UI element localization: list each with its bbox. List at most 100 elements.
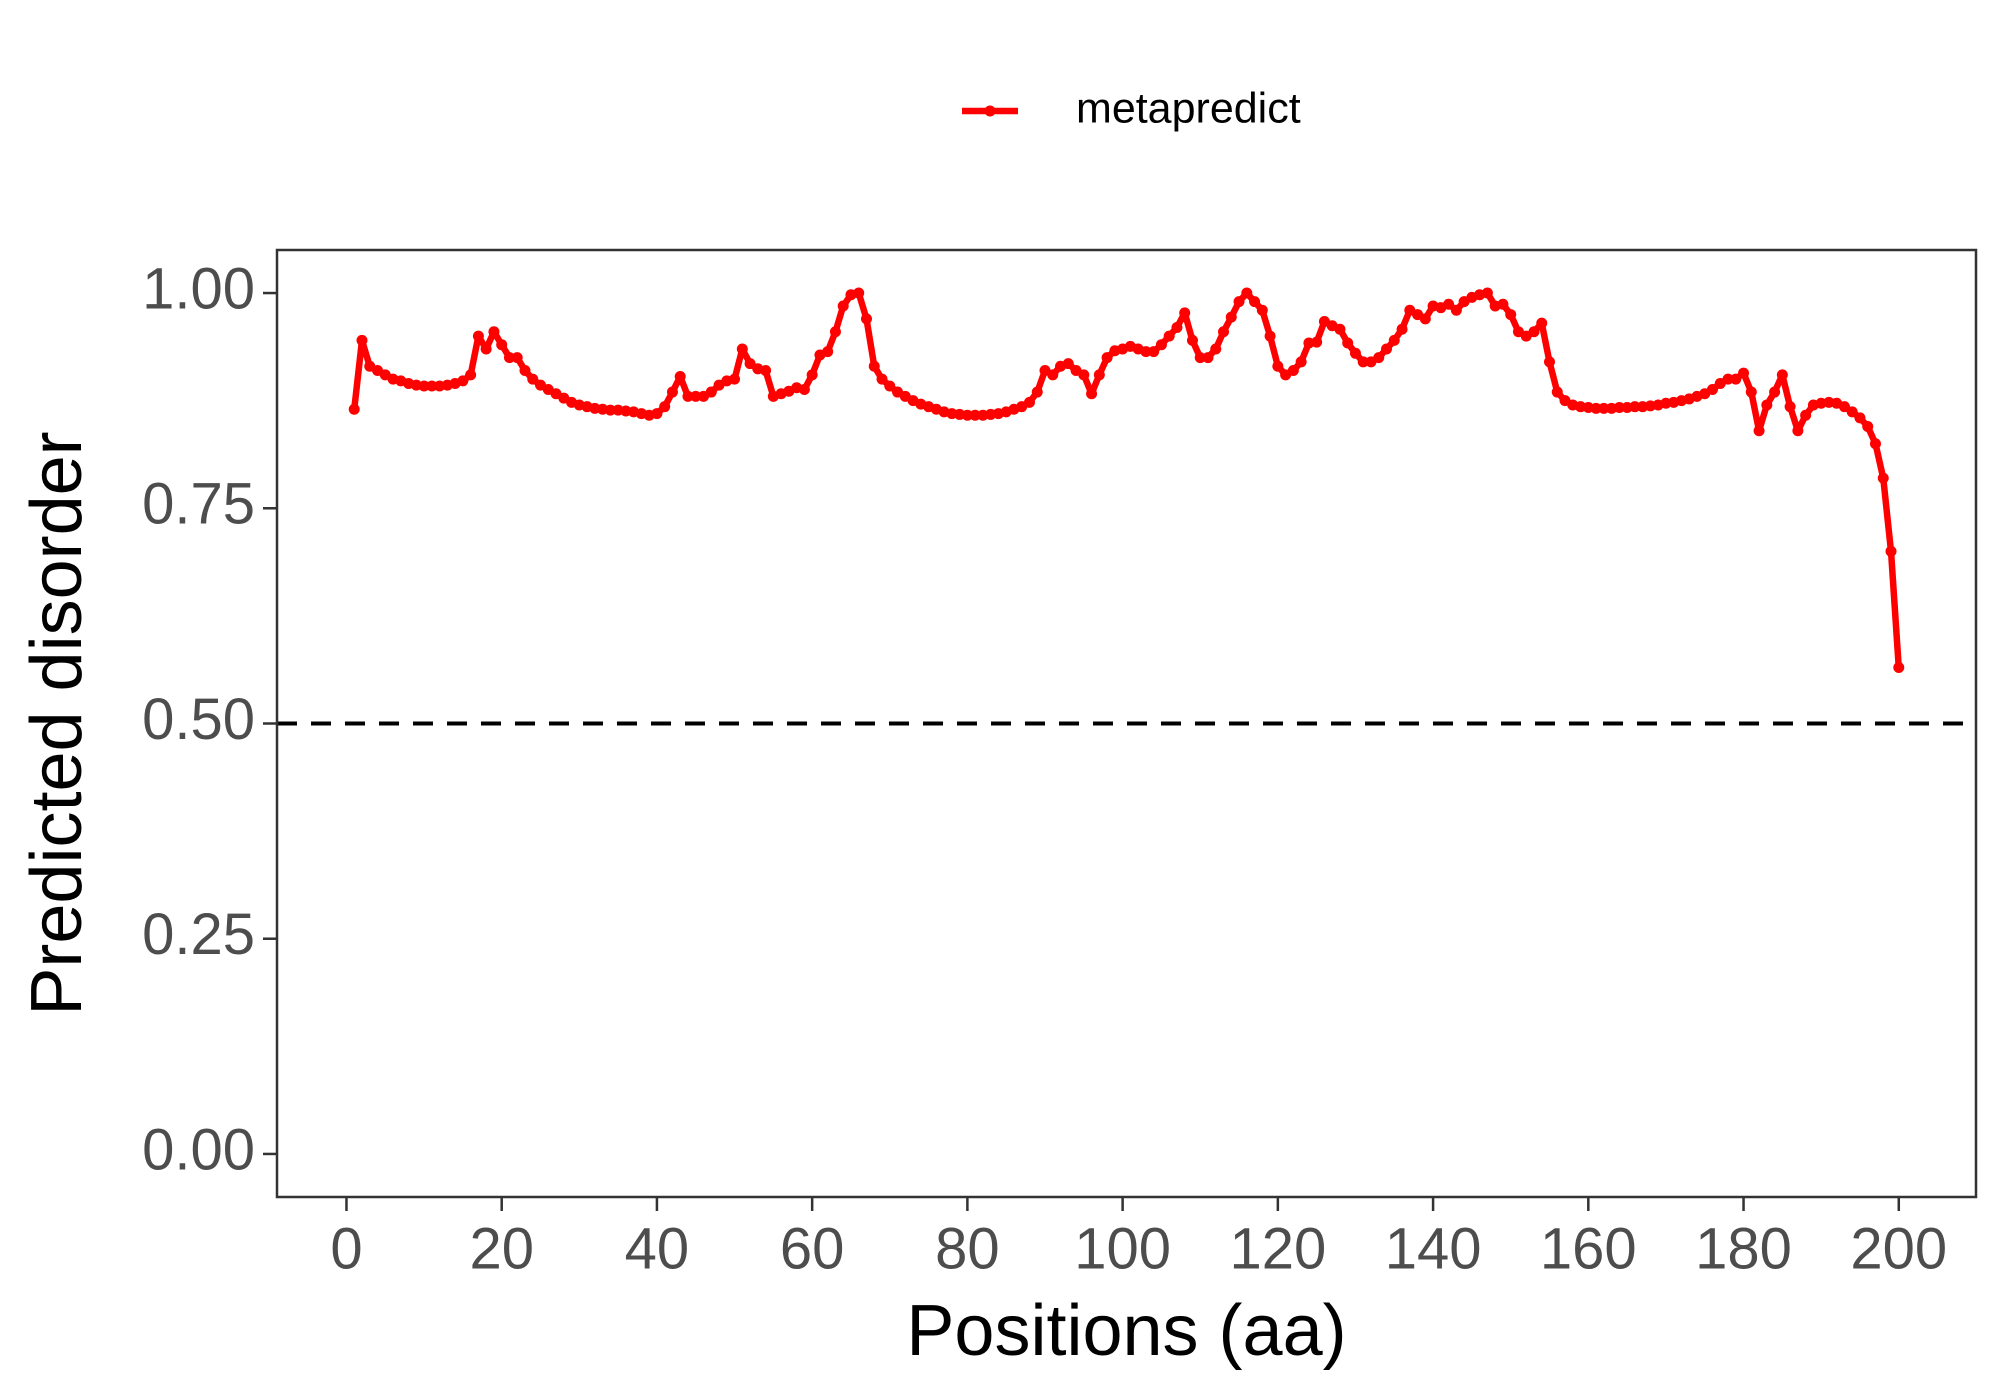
- data-point: [1163, 330, 1175, 342]
- data-point: [1629, 401, 1641, 413]
- x-tick-label: 80: [935, 1216, 1000, 1281]
- data-point: [1443, 298, 1455, 310]
- data-point: [1062, 358, 1074, 370]
- data-point: [876, 373, 888, 385]
- data-point: [1481, 287, 1493, 299]
- y-tick-label: 0.75: [142, 472, 255, 537]
- x-axis-title: Positions (aa): [906, 1291, 1346, 1371]
- data-point: [418, 380, 430, 392]
- data-point: [465, 369, 477, 381]
- data-point: [1349, 347, 1361, 359]
- data-point: [674, 371, 686, 383]
- data-point: [1528, 326, 1540, 338]
- x-tick-label: 60: [780, 1216, 845, 1281]
- data-point: [1140, 346, 1152, 358]
- data-point: [1536, 317, 1548, 329]
- data-point: [1264, 330, 1276, 342]
- data-point: [868, 360, 880, 372]
- data-point: [1396, 323, 1408, 335]
- data-point: [1738, 367, 1750, 379]
- data-point: [519, 365, 531, 377]
- data-point: [1745, 386, 1757, 398]
- y-tick-label: 0.00: [142, 1117, 255, 1182]
- data-point: [348, 403, 360, 415]
- data-point: [1846, 406, 1858, 418]
- data-point: [729, 373, 741, 385]
- data-point: [1171, 321, 1183, 333]
- data-point: [884, 380, 896, 392]
- y-tick-label: 1.00: [142, 256, 255, 321]
- data-point: [1295, 356, 1307, 368]
- data-point: [1202, 352, 1214, 364]
- data-point: [356, 334, 368, 346]
- data-point: [666, 386, 678, 398]
- data-point: [1186, 334, 1198, 346]
- data-point: [798, 383, 810, 395]
- data-point: [969, 409, 981, 421]
- data-point: [1311, 336, 1323, 348]
- x-tick-label: 0: [330, 1216, 362, 1281]
- data-point: [472, 330, 484, 342]
- y-tick-label: 0.25: [142, 902, 255, 967]
- data-point: [1357, 356, 1369, 368]
- data-point: [480, 343, 492, 355]
- data-point: [1419, 313, 1431, 325]
- data-point: [1047, 369, 1059, 381]
- data-point: [853, 287, 865, 299]
- data-point: [1551, 386, 1563, 398]
- data-point: [503, 352, 515, 364]
- data-point: [1023, 396, 1035, 408]
- data-point: [1800, 409, 1812, 421]
- data-point: [1101, 352, 1113, 364]
- data-point: [1031, 386, 1043, 398]
- plot-border: [275, 248, 1978, 1199]
- data-point: [1194, 352, 1206, 364]
- data-point: [1776, 369, 1788, 381]
- data-point: [1706, 383, 1718, 395]
- x-tick-label: 180: [1695, 1216, 1792, 1281]
- data-point: [1590, 402, 1602, 414]
- data-point: [1155, 339, 1167, 351]
- data-point: [1078, 369, 1090, 381]
- data-point: [1210, 343, 1222, 355]
- data-point: [860, 313, 872, 325]
- data-point: [1753, 425, 1765, 437]
- data-point: [1598, 402, 1610, 414]
- data-point: [822, 346, 834, 358]
- data-point: [1854, 412, 1866, 424]
- data-point: [1272, 360, 1284, 372]
- data-point: [1225, 311, 1237, 323]
- data-point: [1256, 304, 1268, 316]
- legend-swatch-point: [984, 105, 996, 117]
- data-point: [1388, 334, 1400, 346]
- data-point: [1792, 425, 1804, 437]
- data-point: [1893, 662, 1905, 674]
- data-point: [705, 386, 717, 398]
- data-point: [1148, 346, 1160, 358]
- data-point: [1497, 298, 1509, 310]
- data-point: [1334, 323, 1346, 335]
- data-point: [496, 339, 508, 351]
- data-point: [1862, 420, 1874, 432]
- data-point: [829, 326, 841, 338]
- data-point: [659, 401, 671, 413]
- x-tick-label: 20: [469, 1216, 534, 1281]
- data-point: [1838, 401, 1850, 413]
- data-point: [1885, 545, 1897, 557]
- x-tick-label: 160: [1540, 1216, 1637, 1281]
- x-tick-label: 100: [1074, 1216, 1171, 1281]
- y-tick-label: 0.50: [142, 687, 255, 752]
- data-point: [1086, 388, 1098, 400]
- data-point: [1769, 386, 1781, 398]
- data-point: [1505, 309, 1517, 321]
- data-point: [736, 343, 748, 355]
- data-point: [806, 369, 818, 381]
- x-tick-label: 140: [1385, 1216, 1482, 1281]
- data-point: [1373, 352, 1385, 364]
- data-point: [1877, 472, 1889, 484]
- data-point: [760, 365, 772, 377]
- data-point: [488, 326, 500, 338]
- data-point: [1722, 373, 1734, 385]
